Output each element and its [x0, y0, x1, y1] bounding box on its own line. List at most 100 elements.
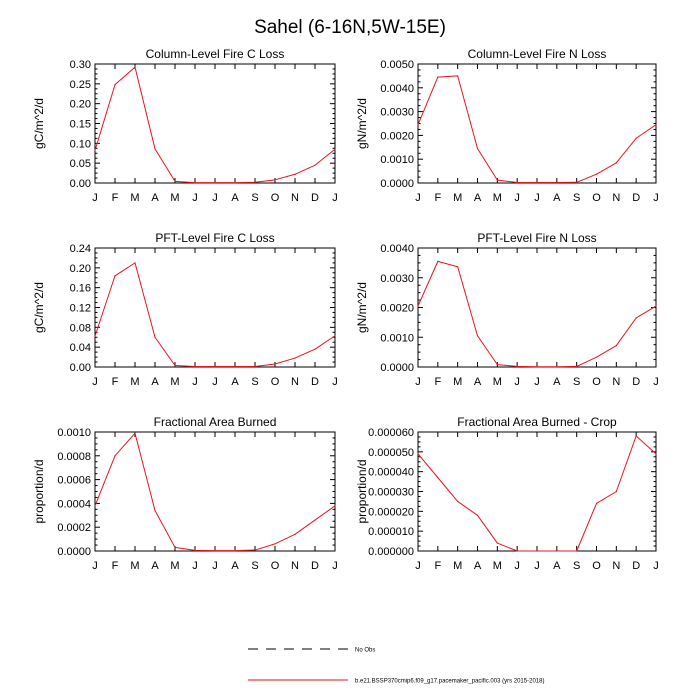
y-axis-label: gN/m^2/d	[355, 282, 369, 333]
x-tick-label: J	[212, 192, 218, 204]
y-tick-label: 0.30	[70, 59, 91, 71]
data-point	[496, 179, 498, 181]
y-tick-label: 0.0010	[380, 332, 414, 344]
data-point	[214, 550, 216, 552]
y-tick-label: 0.0030	[380, 107, 414, 119]
data-point	[274, 179, 276, 181]
y-tick-label: 0.25	[70, 79, 91, 91]
series-line	[94, 262, 336, 367]
x-tick-label: S	[251, 192, 258, 204]
panel-title: Column-Level Fire C Loss	[146, 47, 285, 61]
panel-title: Column-Level Fire N Loss	[468, 47, 607, 61]
y-axis-label: gN/m^2/d	[355, 98, 369, 149]
x-tick-label: J	[212, 376, 218, 388]
legend-model-run-label: b.e21.BSSP370cmip6.f09_g17.pacemaker_pac…	[355, 679, 544, 685]
legend: No Obs b.e21.BSSP370cmip6.f09_g17.pacema…	[248, 648, 544, 685]
data-point	[174, 180, 176, 183]
data-point	[154, 336, 156, 338]
plot-frame	[417, 63, 657, 184]
plot-frame	[94, 63, 336, 184]
data-point	[635, 317, 637, 319]
x-tick-label: O	[271, 560, 280, 572]
y-tick-label: 0.12	[70, 303, 91, 315]
x-tick-label: A	[553, 560, 561, 572]
data-point	[576, 365, 578, 368]
y-tick-label: 0.00	[70, 178, 91, 190]
data-point	[214, 182, 216, 184]
x-tick-label: J	[534, 560, 540, 572]
x-tick-label: F	[112, 192, 119, 204]
data-point	[134, 432, 136, 434]
chart-panels: Column-Level Fire C Loss gC/m^2/d 0.00 0.05…	[32, 47, 659, 572]
y-tick-label: 0.0002	[57, 522, 91, 534]
y-tick-label: 0.16	[70, 283, 91, 295]
x-tick-label: D	[311, 560, 319, 572]
x-tick-label: A	[474, 192, 482, 204]
data-point	[234, 550, 236, 552]
x-tick-label: M	[130, 560, 139, 572]
y-tick-label: 0.0040	[380, 243, 414, 255]
x-tick-label: O	[592, 376, 601, 388]
panel-column-n-loss: Column-Level Fire N Loss gN/m^2/d 0.0000 0.…	[355, 47, 659, 204]
data-point	[194, 182, 196, 184]
y-tick-label: 0.0000	[57, 546, 91, 558]
y-tick-label: 0.08	[70, 322, 91, 334]
series-line	[417, 260, 657, 368]
y-tick-label: 0.0008	[57, 451, 91, 463]
x-tick-label: J	[192, 192, 198, 204]
x-tick-label: S	[251, 376, 258, 388]
data-point	[457, 500, 459, 503]
y-tick-label: 0.0030	[380, 273, 414, 285]
data-point	[254, 365, 256, 368]
x-tick-label: A	[231, 376, 239, 388]
x-tick-label: M	[453, 376, 462, 388]
x-tick-label: N	[612, 560, 620, 572]
data-point	[114, 275, 116, 277]
x-tick-label: N	[612, 376, 620, 388]
x-tick-label: O	[592, 192, 601, 204]
x-tick-label: A	[474, 376, 482, 388]
panel-title: PFT-Level Fire N Loss	[477, 231, 596, 245]
x-tick-label: J	[92, 192, 98, 204]
plot-frame	[417, 431, 657, 552]
x-tick-label: M	[170, 560, 179, 572]
data-point	[655, 124, 657, 126]
y-tick-label: 0.24	[70, 243, 91, 255]
x-tick-label: J	[92, 560, 98, 572]
x-tick-label: M	[453, 560, 462, 572]
x-tick-label: J	[415, 560, 421, 572]
data-point	[254, 549, 256, 551]
data-point	[516, 550, 518, 552]
x-tick-label: F	[434, 560, 441, 572]
data-point	[556, 366, 558, 368]
x-tick-label: F	[434, 192, 441, 204]
data-point	[194, 549, 196, 552]
y-tick-label: 0.000010	[368, 526, 414, 538]
x-tick-label: M	[493, 192, 502, 204]
series-line	[417, 435, 657, 552]
x-tick-label: J	[534, 376, 540, 388]
data-point	[556, 550, 558, 552]
data-point	[174, 546, 176, 549]
series-line	[94, 66, 336, 184]
data-point	[476, 147, 479, 150]
x-tick-label: A	[553, 192, 561, 204]
x-tick-label: A	[231, 192, 239, 204]
data-point	[635, 137, 637, 139]
data-point	[635, 435, 637, 437]
series-line	[94, 432, 336, 552]
data-point	[437, 76, 439, 78]
data-point	[595, 356, 598, 358]
data-point	[516, 365, 518, 368]
data-point	[576, 181, 578, 183]
x-tick-label: J	[92, 376, 98, 388]
x-tick-label: A	[151, 192, 159, 204]
y-tick-label: 0.0010	[380, 154, 414, 166]
y-tick-label: 0.0020	[380, 303, 414, 315]
figure-title: Sahel (6-16N,5W-15E)	[254, 17, 446, 38]
x-tick-label: M	[130, 192, 139, 204]
x-tick-label: M	[453, 192, 462, 204]
x-tick-label: F	[112, 376, 119, 388]
data-point	[655, 453, 657, 455]
